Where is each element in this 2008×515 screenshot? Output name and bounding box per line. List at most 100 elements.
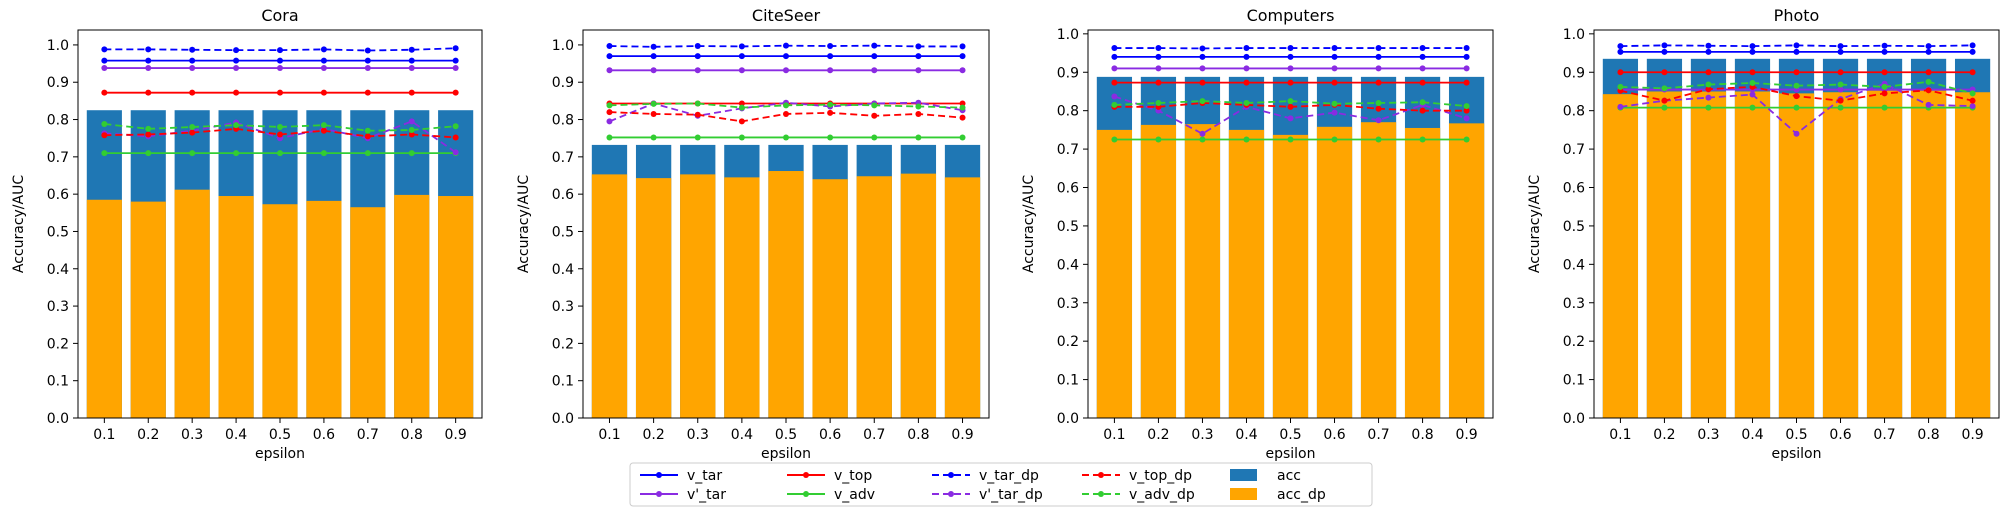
bar-acc-dp xyxy=(1096,129,1133,418)
point-v-tar xyxy=(1969,48,1976,55)
point-v-tar-dp xyxy=(915,43,922,50)
point-v-tar-dp xyxy=(694,43,701,50)
point-v-adv-dp xyxy=(738,104,745,111)
point-v-tar xyxy=(1617,48,1624,55)
legend-item-v-adv: v_adv xyxy=(787,487,875,503)
x-tick-label: 0.5 xyxy=(1279,427,1301,443)
x-tick-label: 0.8 xyxy=(907,427,929,443)
point-v-top xyxy=(1925,69,1932,76)
point-v-tar-dp xyxy=(650,43,657,50)
point-v-tar xyxy=(145,57,152,64)
x-axis-label: epsilon xyxy=(1265,446,1315,462)
point-v-tar xyxy=(1199,53,1206,60)
bar-acc-dp xyxy=(174,189,210,418)
y-tick-label: 0.3 xyxy=(1057,296,1079,312)
x-tick-label: 0.7 xyxy=(1873,427,1895,443)
point-v-adv xyxy=(1463,136,1470,143)
point-v-tar xyxy=(959,53,966,60)
point-vprime-tar-dp xyxy=(1111,93,1118,100)
point-v-tar xyxy=(408,57,415,64)
bar-acc-dp xyxy=(1316,126,1353,418)
point-v-tar-dp xyxy=(1331,45,1338,52)
point-v-adv xyxy=(1661,104,1668,111)
y-tick-label: 0.8 xyxy=(1563,104,1585,120)
bar-acc-dp xyxy=(1448,123,1485,418)
point-v-top-dp xyxy=(606,109,613,116)
point-v-tar xyxy=(1793,48,1800,55)
x-tick-label: 0.2 xyxy=(642,427,664,443)
y-tick-label: 0.7 xyxy=(1057,142,1079,158)
point-vprime-tar xyxy=(1375,65,1382,72)
point-vprime-tar-dp xyxy=(606,118,613,125)
x-tick-label: 0.7 xyxy=(1367,427,1389,443)
point-v-tar-dp xyxy=(189,46,196,53)
point-v-tar xyxy=(606,53,613,60)
point-v-adv xyxy=(783,134,789,141)
y-tick-label: 0.4 xyxy=(1057,257,1079,273)
y-tick-label: 1.0 xyxy=(1057,27,1079,43)
point-v-top-dp xyxy=(101,132,108,139)
point-vprime-tar-dp xyxy=(452,149,459,156)
x-tick-label: 0.8 xyxy=(1917,427,1939,443)
y-tick-label: 0.7 xyxy=(1563,142,1585,158)
legend-label: v'_tar_dp xyxy=(979,487,1043,503)
point-v-top xyxy=(101,89,108,96)
point-v-top-dp xyxy=(915,110,922,117)
point-v-top-dp xyxy=(738,118,745,125)
point-v-tar-dp xyxy=(783,42,789,49)
point-vprime-tar-dp xyxy=(1925,101,1932,108)
legend-label: v_tar_dp xyxy=(979,468,1039,484)
point-v-top xyxy=(1837,69,1844,76)
point-v-tar xyxy=(1419,53,1426,60)
point-vprime-tar xyxy=(650,67,657,74)
point-v-adv xyxy=(233,150,240,157)
chart-title: Computers xyxy=(1247,6,1335,25)
point-v-tar-dp xyxy=(1617,43,1624,50)
point-v-adv xyxy=(606,134,613,141)
point-v-tar-dp xyxy=(1155,45,1162,52)
x-axis-label: epsilon xyxy=(761,446,811,462)
point-v-top-dp xyxy=(1287,103,1294,110)
point-v-top-dp xyxy=(1925,87,1932,94)
legend-marker xyxy=(656,491,662,497)
bar-acc-dp xyxy=(394,194,430,418)
point-vprime-tar xyxy=(1287,65,1294,72)
point-v-adv-dp xyxy=(233,122,240,129)
point-v-tar-dp xyxy=(1199,45,1206,52)
point-v-adv xyxy=(101,150,108,157)
point-v-adv xyxy=(1881,104,1888,111)
y-tick-label: 0.6 xyxy=(1563,181,1585,197)
point-v-tar-dp xyxy=(1793,42,1800,49)
point-v-tar-dp xyxy=(233,47,240,54)
point-v-top xyxy=(1793,69,1800,76)
point-v-top xyxy=(364,89,371,96)
legend-label: v_tar xyxy=(687,468,722,484)
legend-item-acc: acc xyxy=(1230,468,1301,484)
x-tick-label: 0.2 xyxy=(137,427,159,443)
x-tick-label: 0.8 xyxy=(401,427,423,443)
point-v-tar-dp xyxy=(1419,45,1426,52)
bar-acc-dp xyxy=(1272,134,1309,418)
y-tick-label: 1.0 xyxy=(47,38,69,54)
x-tick-label: 0.9 xyxy=(1961,427,1983,443)
point-vprime-tar xyxy=(364,65,371,72)
point-v-tar xyxy=(1243,53,1250,60)
point-v-adv-dp xyxy=(1419,99,1426,106)
point-v-adv xyxy=(694,134,701,141)
x-tick-label: 0.9 xyxy=(951,427,973,443)
point-v-tar-dp xyxy=(1287,45,1294,52)
point-vprime-tar-dp xyxy=(1331,109,1338,116)
bar-acc-dp xyxy=(438,196,474,418)
point-v-adv-dp xyxy=(1199,98,1206,105)
point-v-adv-dp xyxy=(189,124,196,130)
y-tick-label: 0.7 xyxy=(47,150,69,166)
point-v-adv xyxy=(189,150,196,157)
legend-item-vprime-tar-dp: v'_tar_dp xyxy=(932,487,1043,503)
point-v-top xyxy=(1969,69,1976,76)
point-v-tar xyxy=(1375,53,1382,60)
point-v-tar-dp xyxy=(1837,43,1844,50)
chart-panel-citeseer: 0.1 0.2 0.3 0.4 0.5 0.6 0.7 0.8 0.9 0.0 0.1 0.2 0.3 0… xyxy=(516,6,990,462)
point-v-adv-dp xyxy=(1661,85,1668,92)
point-vprime-tar xyxy=(871,67,878,74)
legend-marker xyxy=(948,472,954,478)
